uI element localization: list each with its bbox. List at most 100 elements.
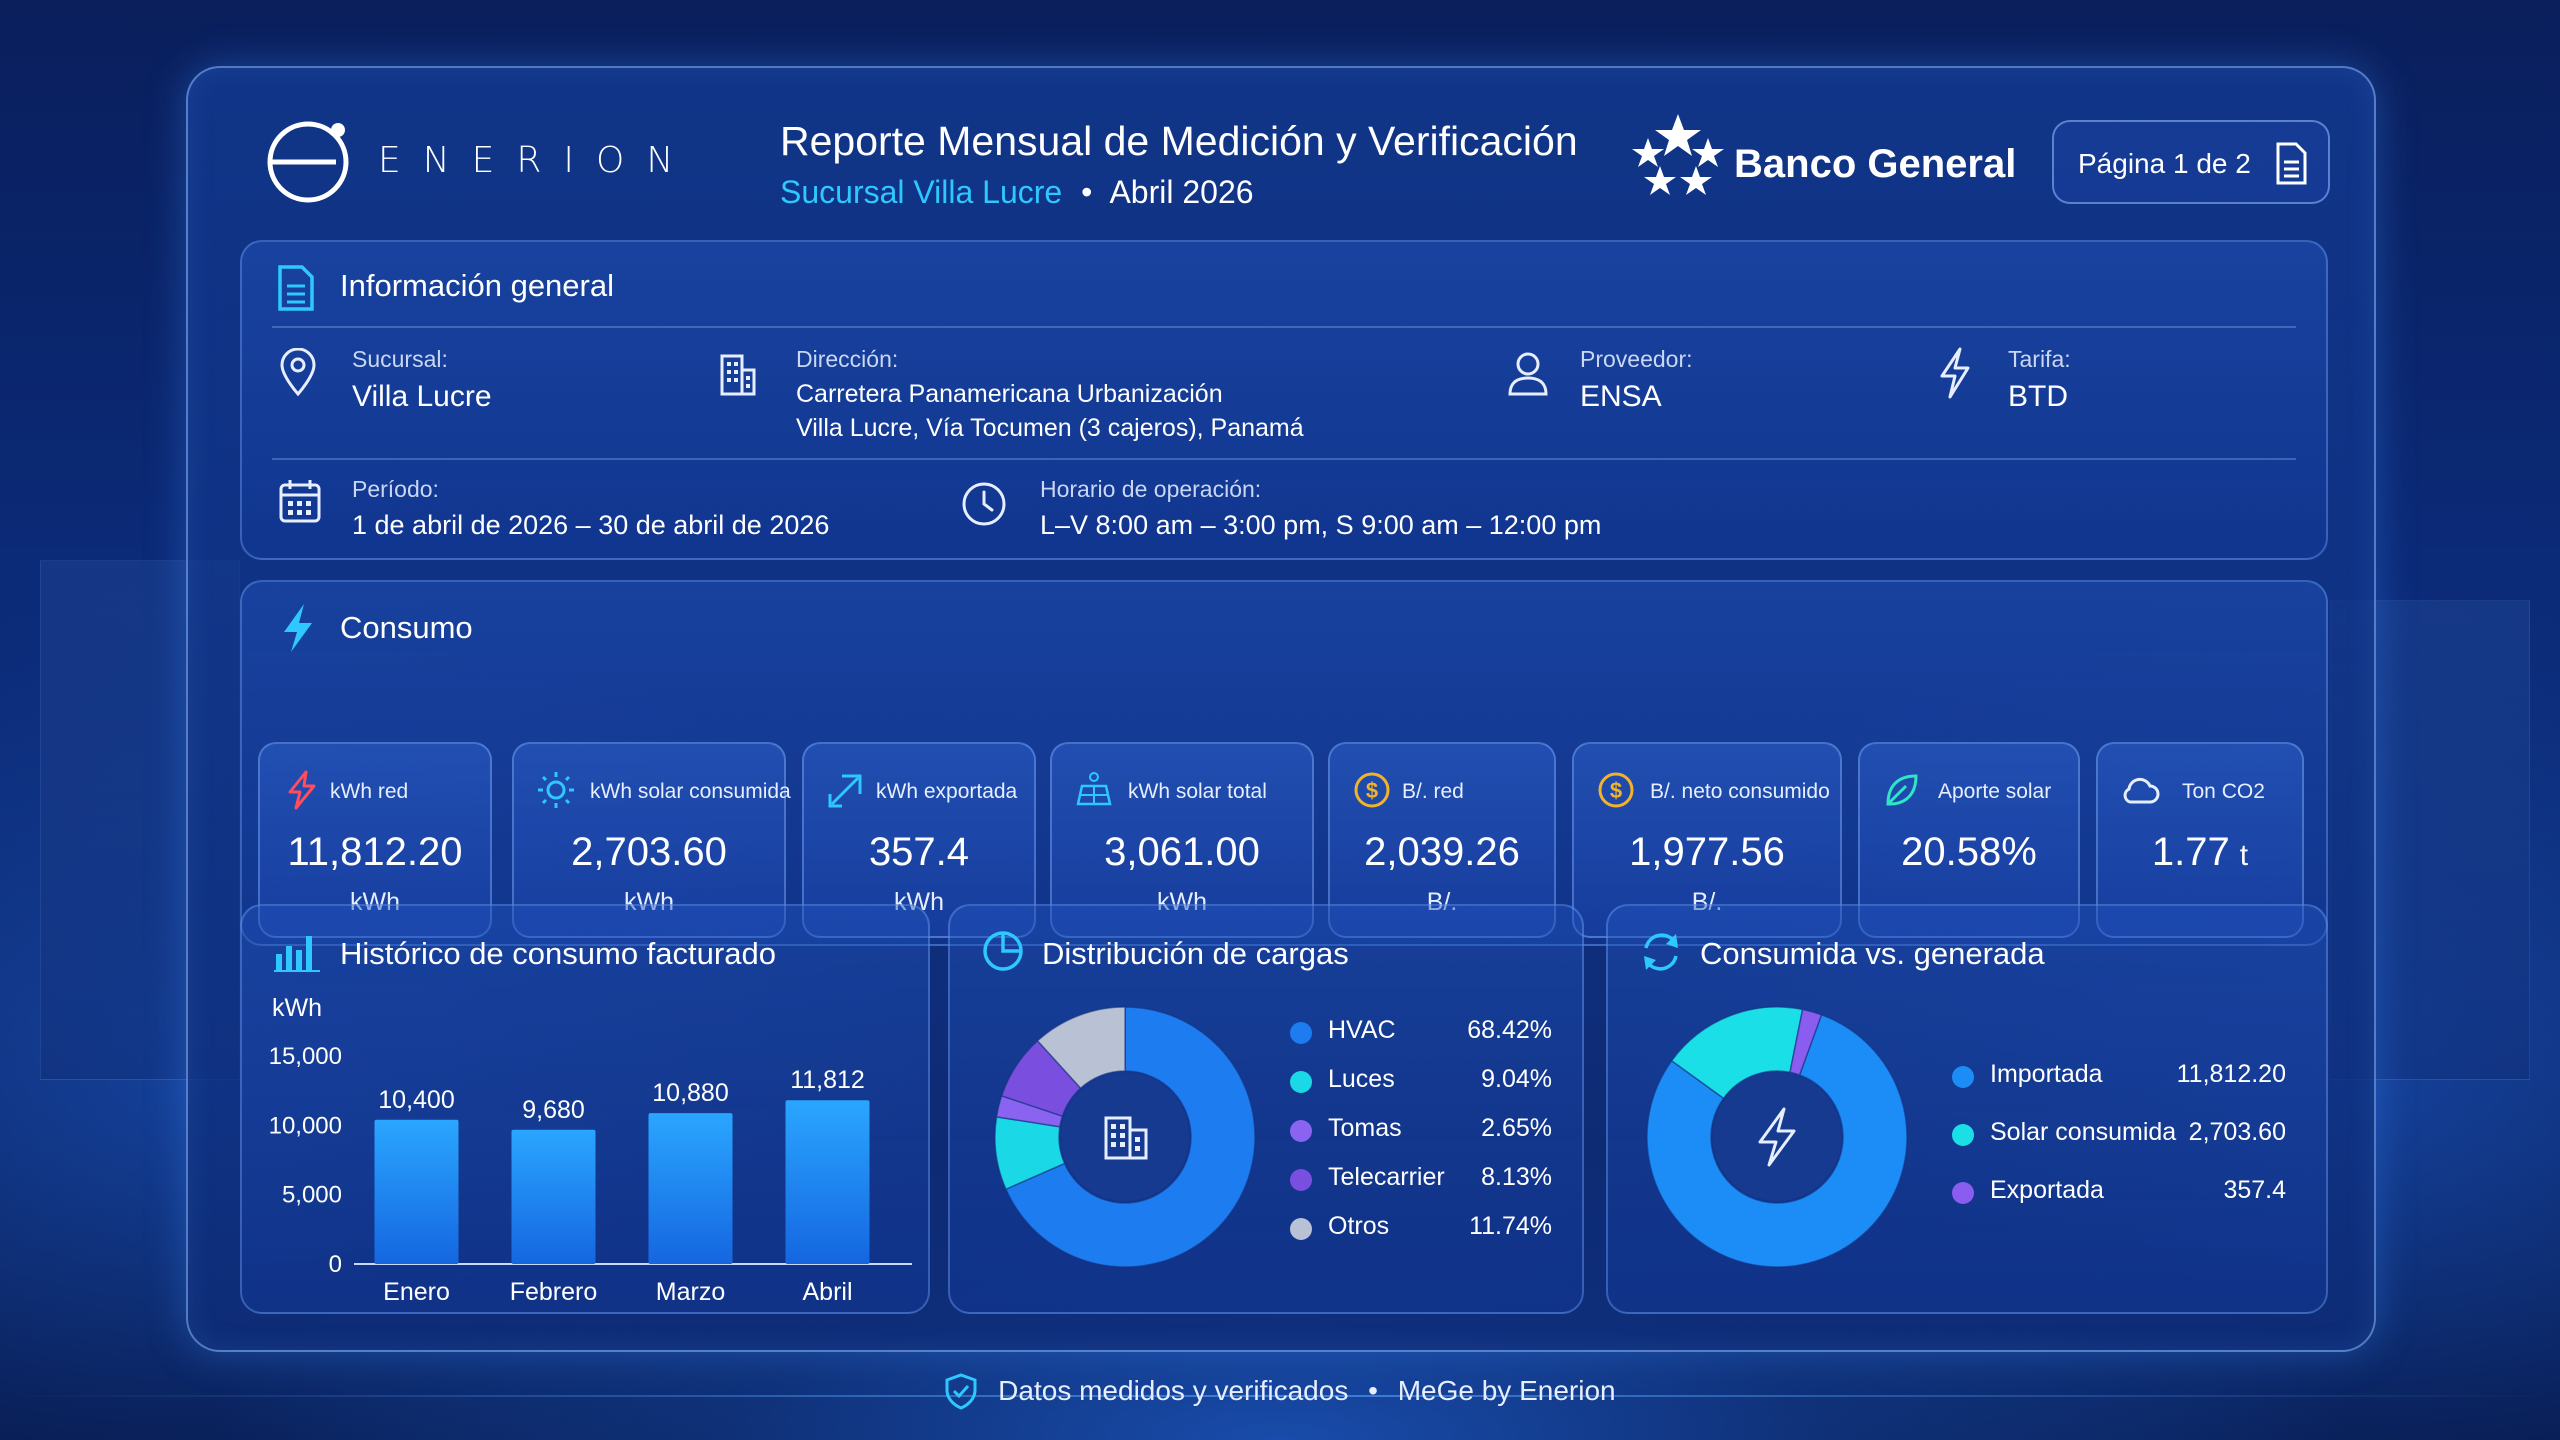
kpi-unit: kWh: [1157, 888, 1207, 916]
enerion-logo: [266, 116, 356, 206]
x-tick-label: Febrero: [510, 1278, 598, 1306]
bar: [511, 1129, 596, 1264]
kpi-unit: kWh: [350, 888, 400, 916]
report-panel: ENERION Reporte Mensual de Medición y Ve…: [186, 66, 2376, 1352]
report-period: Abril 2026: [1109, 174, 1254, 210]
footer-brand: MeGe by Enerion: [1397, 1375, 1616, 1406]
bar-value-label: 9,680: [522, 1096, 585, 1124]
x-tick-label: Marzo: [656, 1278, 725, 1306]
donut-slice: [1789, 1008, 1823, 1076]
legend-value: 2,703.60: [2188, 1118, 2286, 1146]
periodo-label: Período:: [352, 476, 439, 502]
kpi-label: Ton CO2: [2182, 780, 2265, 803]
legend-swatch: [1952, 1124, 1974, 1146]
bolt-icon: [284, 604, 312, 652]
kpi-value-number: 11,812.20: [287, 830, 463, 874]
kpi-label: B/. red: [1402, 780, 1464, 803]
tarifa-value: BTD: [2008, 380, 2068, 413]
report-subtitle: Sucursal Villa Lucre • Abril 2026: [780, 174, 1254, 211]
background-light-line: [0, 1395, 2560, 1397]
distribucion-title: Distribución de cargas: [1042, 936, 1349, 971]
kpi-label: B/. neto consumido: [1650, 780, 1830, 803]
general-info-card: Información general Sucursal: Villa Lucr…: [240, 240, 2328, 560]
leaf-icon: [1886, 774, 1918, 806]
consumida-generada-card: Consumida vs. generada Importada 11,812.2…: [1606, 904, 2328, 1314]
legend-swatch: [1952, 1182, 1974, 1204]
legend-label: Tomas: [1328, 1114, 1402, 1142]
kpi-value-number: 1,977.56: [1629, 830, 1785, 874]
horario-label: Horario de operación:: [1040, 476, 1262, 502]
bolt-icon: [1940, 347, 1970, 399]
kpi-label: kWh exportada: [876, 780, 1018, 803]
legend-swatch: [1290, 1022, 1312, 1044]
kpi-value-number: 2,039.26: [1364, 830, 1520, 874]
legend-value: 357.4: [2223, 1176, 2286, 1204]
kpi-value-number: 2,703.60: [571, 830, 727, 874]
x-tick-label: Enero: [383, 1278, 450, 1306]
page-indicator-button[interactable]: Página 1 de 2: [2052, 120, 2330, 204]
y-tick-label: 15,000: [269, 1043, 342, 1070]
legend-value: 8.13%: [1481, 1163, 1552, 1191]
cloud-icon: [2123, 777, 2160, 804]
kpi-tile: kWh solar total 3,061.00 kWh: [1050, 742, 1314, 938]
dollar-coin-icon: $: [1598, 772, 1634, 808]
location-pin-icon: [280, 348, 316, 397]
clock-icon: [962, 482, 1006, 526]
kpi-value-number: 3,061.00: [1104, 830, 1260, 874]
y-tick-label: 10,000: [269, 1112, 342, 1139]
bolt-icon: [1758, 1107, 1796, 1167]
sucursal-value: Villa Lucre: [352, 380, 492, 413]
building-icon: [720, 354, 756, 396]
bar-value-label: 10,880: [652, 1079, 728, 1107]
legend-swatch: [1290, 1218, 1312, 1240]
donut-center: [1713, 1073, 1841, 1201]
legend-label: Luces: [1328, 1065, 1395, 1093]
kpi-unit: kWh: [624, 888, 674, 916]
consumo-title: Consumo: [340, 610, 473, 645]
bar: [785, 1100, 870, 1264]
export-arrow-icon: [828, 774, 862, 808]
kpi-value-number: 357.4: [868, 830, 970, 874]
historico-card: Histórico de consumo facturado kWh 15,000…: [240, 904, 930, 1314]
shield-check-icon: [945, 1373, 977, 1410]
legend-label: Exportada: [1990, 1176, 2104, 1204]
kpi-tile: kWh exportada 357.4 kWh: [802, 742, 1036, 938]
kpi-value: 2,703.60: [514, 830, 784, 875]
footer: Datos medidos y verificados • MeGe by En…: [0, 1372, 2560, 1410]
divider: [272, 326, 2296, 328]
kpi-label: kWh solar consumida: [590, 780, 791, 803]
kpi-value: 1,977.56: [1574, 830, 1840, 875]
legend-value: 11.74%: [1469, 1212, 1552, 1240]
donut-slice: [1036, 1006, 1126, 1090]
user-icon: [1508, 352, 1548, 396]
enerion-logo-icon: [267, 121, 349, 203]
calendar-icon: [279, 480, 321, 523]
refresh-icon: [1644, 933, 1678, 971]
solar-panel-icon: [1076, 772, 1112, 806]
kpi-label: Aporte solar: [1938, 780, 2052, 803]
kpi-value: 1.77 t: [2098, 830, 2302, 875]
donut-slice: [1646, 1013, 1908, 1268]
donut-slice: [1004, 1006, 1256, 1268]
legend-label: HVAC: [1328, 1016, 1396, 1044]
brand-name: ENERION: [378, 140, 696, 181]
bar-value-label: 10,400: [378, 1086, 454, 1114]
kpi-label: kWh solar total: [1128, 780, 1267, 803]
pie-chart-icon: [983, 931, 1023, 971]
bar-value-label: 11,812: [790, 1066, 865, 1094]
report-title: Reporte Mensual de Medición y Verificaci…: [780, 118, 1578, 164]
sucursal-label: Sucursal:: [352, 346, 448, 372]
y-tick-label: 5,000: [282, 1182, 342, 1209]
consumption-bar-chart: kWh 15,000 10,000 5,000 0 10,400 Enero 9,680 Feb…: [269, 994, 912, 1306]
legend-swatch: [1290, 1071, 1312, 1093]
consumida-generada-title: Consumida vs. generada: [1700, 936, 2045, 971]
legend-value: 2.65%: [1481, 1114, 1552, 1142]
kpi-unit: B/.: [1426, 888, 1458, 916]
bar: [374, 1119, 459, 1264]
legend-label: Otros: [1328, 1212, 1390, 1240]
proveedor-value: ENSA: [1580, 380, 1662, 413]
direccion-line1: Carretera Panamericana Urbanización: [796, 380, 1223, 408]
divider: [272, 458, 2296, 460]
legend-label: Solar consumida: [1990, 1118, 2177, 1146]
document-icon: [278, 265, 314, 311]
